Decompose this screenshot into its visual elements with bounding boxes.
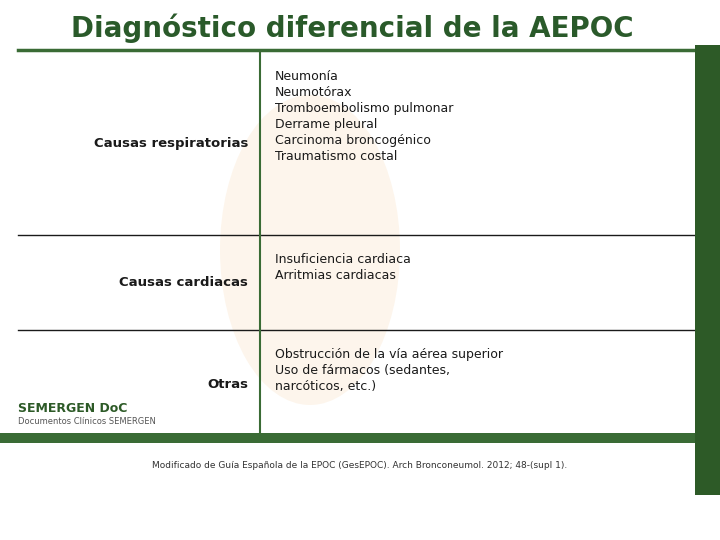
Ellipse shape [220, 95, 400, 405]
Text: Uso de fármacos (sedantes,: Uso de fármacos (sedantes, [275, 364, 450, 377]
Text: Tromboembolismo pulmonar: Tromboembolismo pulmonar [275, 102, 454, 115]
Text: Obstrucción de la vía aérea superior: Obstrucción de la vía aérea superior [275, 348, 503, 361]
Text: Carcinoma broncogénico: Carcinoma broncogénico [275, 134, 431, 147]
Text: Otras: Otras [207, 377, 248, 390]
Text: Derrame pleural: Derrame pleural [275, 118, 377, 131]
Text: narcóticos, etc.): narcóticos, etc.) [275, 380, 376, 393]
Text: Documentos Clínicos SEMERGEN: Documentos Clínicos SEMERGEN [18, 417, 156, 427]
Text: Causas cardiacas: Causas cardiacas [119, 276, 248, 289]
Text: Arritmias cardiacas: Arritmias cardiacas [275, 269, 396, 282]
Bar [695, 45, 720, 495]
Text: Insuficiencia cardiaca: Insuficiencia cardiaca [275, 253, 411, 266]
Text: Causas respiratorias: Causas respiratorias [94, 137, 248, 150]
Text: Neumonía: Neumonía [275, 70, 339, 83]
Text: Neumotórax: Neumotórax [275, 86, 353, 99]
Bar [0, 433, 695, 443]
Text: SEMERGEN DoC: SEMERGEN DoC [18, 402, 127, 415]
Text: Diagnóstico diferencial de la AEPOC: Diagnóstico diferencial de la AEPOC [71, 14, 634, 43]
Text: Traumatismo costal: Traumatismo costal [275, 150, 397, 163]
Text: Modificado de Guía Española de la EPOC (GesEPOC). Arch Bronconeumol. 2012; 48-(s: Modificado de Guía Española de la EPOC (… [153, 461, 567, 469]
